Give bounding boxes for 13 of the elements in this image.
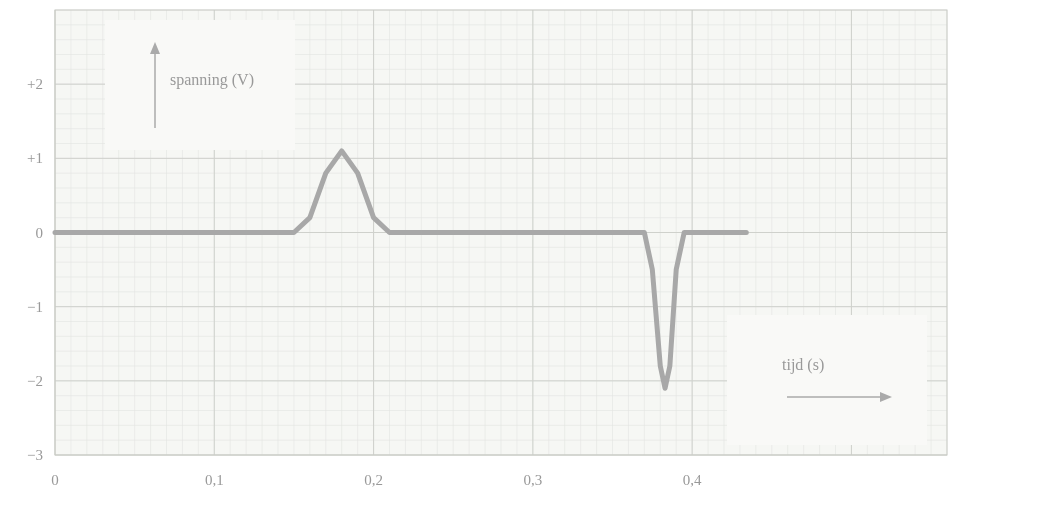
x-tick-label: 0,3 <box>523 472 543 488</box>
x-axis-title: tijd (s) <box>782 356 825 374</box>
y-axis-title: spanning (V) <box>170 71 254 89</box>
x-tick-label: 0,1 <box>204 472 224 488</box>
y-tick-label: +2 <box>27 76 43 93</box>
y-tick-label: −1 <box>27 298 43 315</box>
y-tick-label: −2 <box>27 372 43 389</box>
y-tick-label: −3 <box>27 447 43 463</box>
x-tick-label: 0,4 <box>682 472 703 488</box>
y-tick-label: +1 <box>27 150 43 167</box>
x-tick-label: 0 <box>51 472 59 488</box>
y-tick-label: 0 <box>35 224 43 241</box>
x-tick-label: 0,2 <box>364 472 383 488</box>
